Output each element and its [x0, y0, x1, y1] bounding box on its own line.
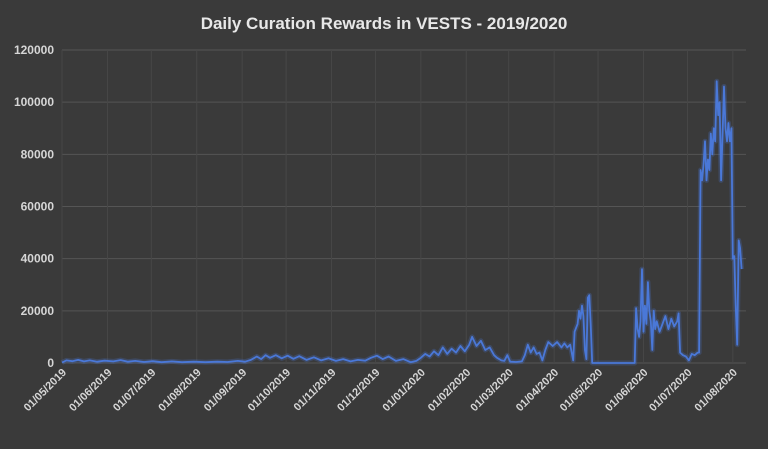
x-tick-label: 01/07/2020 [647, 367, 694, 414]
x-tick-label: 01/04/2020 [514, 367, 561, 414]
y-axis: 0 20000 40000 60000 80000 100000 120000 [14, 43, 54, 370]
x-tick-label: 01/06/2020 [603, 367, 650, 414]
y-tick-label: 100000 [14, 95, 54, 109]
x-tick-label: 01/02/2020 [426, 367, 473, 414]
x-tick-label: 01/11/2019 [292, 367, 339, 414]
y-tick-label: 60000 [21, 200, 55, 214]
y-tick-label: 20000 [21, 304, 55, 318]
series-line [61, 80, 743, 364]
chart-title: Daily Curation Rewards in VESTS - 2019/2… [201, 14, 568, 33]
series-layer [60, 78, 745, 366]
x-tick-label: 01/05/2020 [558, 367, 605, 414]
x-tick-label: 01/12/2019 [335, 367, 382, 414]
x-axis: 01/05/201901/06/201901/07/201901/08/2019… [22, 367, 740, 414]
x-tick-label: 01/01/2020 [381, 367, 428, 414]
x-tick-label: 01/09/2019 [202, 367, 249, 414]
x-tick-label: 01/08/2019 [156, 367, 203, 414]
x-tick-label: 01/08/2020 [693, 367, 740, 414]
x-tick-label: 01/07/2019 [111, 367, 158, 414]
x-tick-label: 01/03/2020 [468, 367, 515, 414]
x-tick-label: 01/06/2019 [67, 367, 114, 414]
y-tick-label: 0 [47, 356, 54, 370]
x-tick-label: 01/05/2019 [22, 367, 69, 414]
y-tick-label: 120000 [14, 43, 54, 57]
x-tick-label: 01/10/2019 [246, 367, 293, 414]
y-tick-label: 80000 [21, 147, 55, 161]
grid-lines [61, 49, 746, 364]
y-tick-label: 40000 [21, 252, 55, 266]
